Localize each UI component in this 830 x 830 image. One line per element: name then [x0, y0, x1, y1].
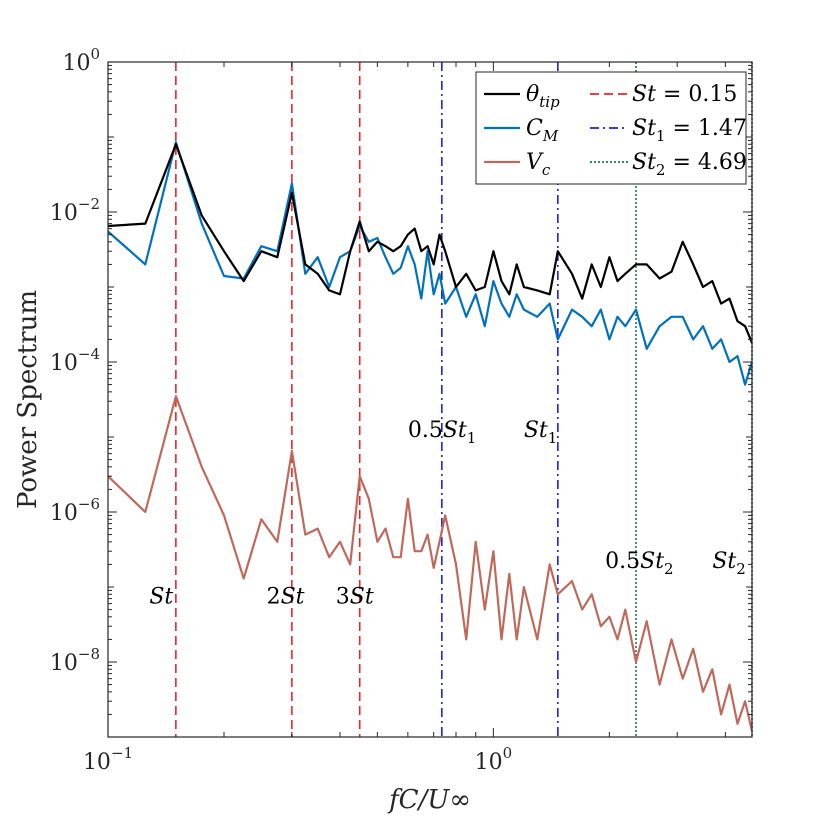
annotation-st1: St1: [524, 418, 557, 447]
y-tick-label: 10−2: [50, 195, 100, 226]
series-line-c-m: [108, 141, 752, 386]
series-lines: [108, 141, 752, 733]
annotation-0-5st1: 0.5St1: [408, 418, 476, 447]
x-tick-label: 10−1: [83, 744, 133, 775]
y-tick-label: 10−6: [50, 495, 100, 526]
series-line-v-c: [108, 395, 752, 733]
legend-label-st-2-4-69: St2 = 4.69: [632, 150, 747, 179]
legend-label-c-m: CM: [526, 116, 559, 145]
annotation-2st: 2St: [267, 585, 305, 610]
annotation-0-5st2: 0.5St2: [605, 549, 673, 578]
y-tick-label: 10−8: [50, 645, 100, 676]
reference-lines: [175, 62, 753, 737]
legend-label-st-1-1-47: St1 = 1.47: [632, 116, 747, 145]
x-tick-label: 100: [475, 744, 513, 775]
legend-label-st-0-15: St = 0.15: [632, 82, 737, 107]
annotations: St 2St 3St 0.5St1 St1 0.5St2 St2: [149, 418, 745, 610]
y-axis-label: Power Spectrum: [13, 290, 43, 509]
annotation-st: St: [149, 585, 173, 610]
y-tick-label: 100: [62, 45, 100, 76]
y-tick-label: 10−4: [50, 345, 100, 376]
legend-label-v-c: Vc: [526, 150, 551, 179]
legend-box: [475, 71, 747, 185]
annotation-st2: St2: [712, 549, 745, 578]
legend: θtip CM Vc St = 0.15 St1 = 1.47 St2 = 4.69: [475, 71, 747, 185]
legend-label-tip: θtip: [526, 82, 560, 111]
plot-frame: [107, 61, 753, 738]
annotation-3st: 3St: [336, 585, 374, 610]
series-line-tip: [108, 143, 752, 344]
x-axis-label: fC/U∞: [387, 785, 471, 815]
